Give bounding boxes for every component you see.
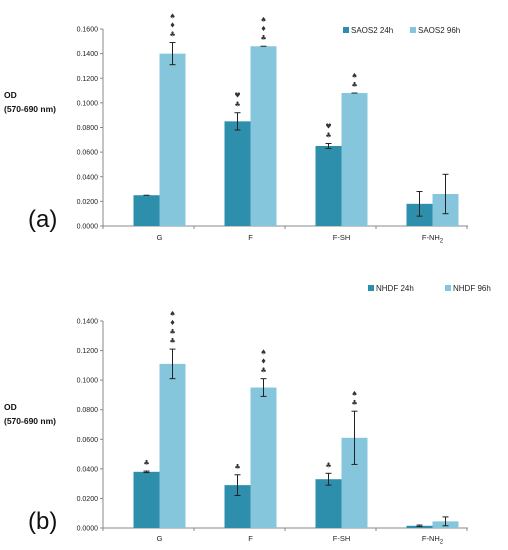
y-tick-label: 0.0600: [77, 150, 99, 157]
significance-symbol: ♣: [169, 337, 175, 345]
significance-symbol: ♣: [351, 81, 357, 89]
y-tick-label: 0.0800: [77, 407, 99, 414]
significance-symbol: ♠: [351, 72, 357, 80]
significance-symbol: ♣: [325, 132, 331, 140]
bar: [250, 46, 277, 226]
legend-swatch: [343, 27, 349, 33]
category-label: F-NH2: [422, 534, 444, 546]
category-label: F-NH2: [422, 233, 444, 245]
significance-symbol: ♠: [169, 13, 175, 21]
y-tick-label: 0.0200: [77, 496, 99, 503]
category-label: G: [157, 233, 163, 242]
bar: [159, 53, 186, 226]
bar: [315, 479, 342, 528]
significance-symbol: ♣: [143, 459, 149, 467]
significance-symbol: ♠: [169, 310, 175, 318]
significance-symbol: ♣: [260, 34, 266, 42]
legend-label: NHDF 96h: [453, 284, 491, 293]
significance-symbol: ♥: [234, 92, 240, 100]
y-axis-label: OD: [4, 90, 17, 100]
y-tick-label: 0.0800: [77, 125, 99, 132]
y-tick-label: 0.1000: [77, 378, 99, 385]
category-label: G: [157, 534, 163, 543]
y-tick-label: 0.1600: [77, 27, 99, 34]
legend-label: SAOS2 24h: [351, 26, 393, 35]
category-label: F: [248, 233, 253, 242]
category-label-subscript: 2: [440, 239, 444, 245]
category-label-subscript: 2: [440, 540, 444, 546]
bar: [341, 93, 368, 227]
category-label: F: [248, 534, 253, 543]
significance-symbol: ♣: [351, 399, 357, 407]
y-tick-label: 0.1000: [77, 100, 99, 107]
significance-symbol: ♣: [325, 461, 331, 469]
significance-symbol: ♣: [234, 463, 240, 471]
significance-symbol: ♦: [260, 25, 266, 33]
significance-symbol: ♠: [260, 349, 266, 357]
legend-swatch: [410, 27, 416, 33]
y-axis-label: (570-690 nm): [4, 416, 56, 426]
legend-swatch: [445, 285, 451, 291]
significance-symbol: ♦: [260, 358, 266, 366]
y-tick-label: 0.0600: [77, 437, 99, 444]
panel-label: (a): [28, 206, 57, 233]
panel-label: (b): [28, 508, 57, 535]
legend-label: SAOS2 96h: [418, 26, 460, 35]
y-tick-label: 0.1200: [77, 348, 99, 355]
y-tick-label: 0.1200: [77, 76, 99, 83]
significance-symbol: ♣: [169, 31, 175, 39]
y-tick-label: 0.0200: [77, 199, 99, 206]
bar: [133, 195, 160, 226]
y-tick-label: 0.0000: [77, 224, 99, 231]
significance-symbol: ♦: [169, 319, 175, 327]
y-tick-label: 0.1400: [77, 319, 99, 326]
chart-a: 0.0000 0.0200 0.0400 0.0600 0.0800 0.1000 0.12…: [4, 13, 468, 245]
significance-symbol: ♠: [351, 390, 357, 398]
significance-symbol: ♦: [169, 22, 175, 30]
bar: [133, 471, 160, 528]
y-tick-label: 0.1400: [77, 51, 99, 58]
legend-swatch: [368, 285, 374, 291]
significance-symbol: ♣: [260, 367, 266, 375]
significance-symbol: ♥: [325, 123, 331, 131]
legend-label: NHDF 24h: [376, 284, 414, 293]
significance-symbol: ♠: [260, 16, 266, 24]
y-tick-label: 0.0400: [77, 174, 99, 181]
bar: [159, 363, 186, 528]
y-axis-label: OD: [4, 402, 17, 412]
significance-symbol: ♣: [169, 328, 175, 336]
bar: [224, 121, 251, 226]
y-axis-label: (570-690 nm): [4, 104, 56, 114]
y-tick-label: 0.0400: [77, 466, 99, 473]
category-label: F-SH: [333, 534, 351, 543]
bar: [315, 145, 342, 226]
chart-b: 0.0000 0.0200 0.0400 0.0600 0.0800 0.1000 0.12…: [4, 284, 491, 546]
bar: [250, 387, 277, 528]
y-tick-label: 0.0000: [77, 526, 99, 533]
significance-symbol: ♣: [234, 101, 240, 109]
category-label: F-SH: [333, 233, 351, 242]
